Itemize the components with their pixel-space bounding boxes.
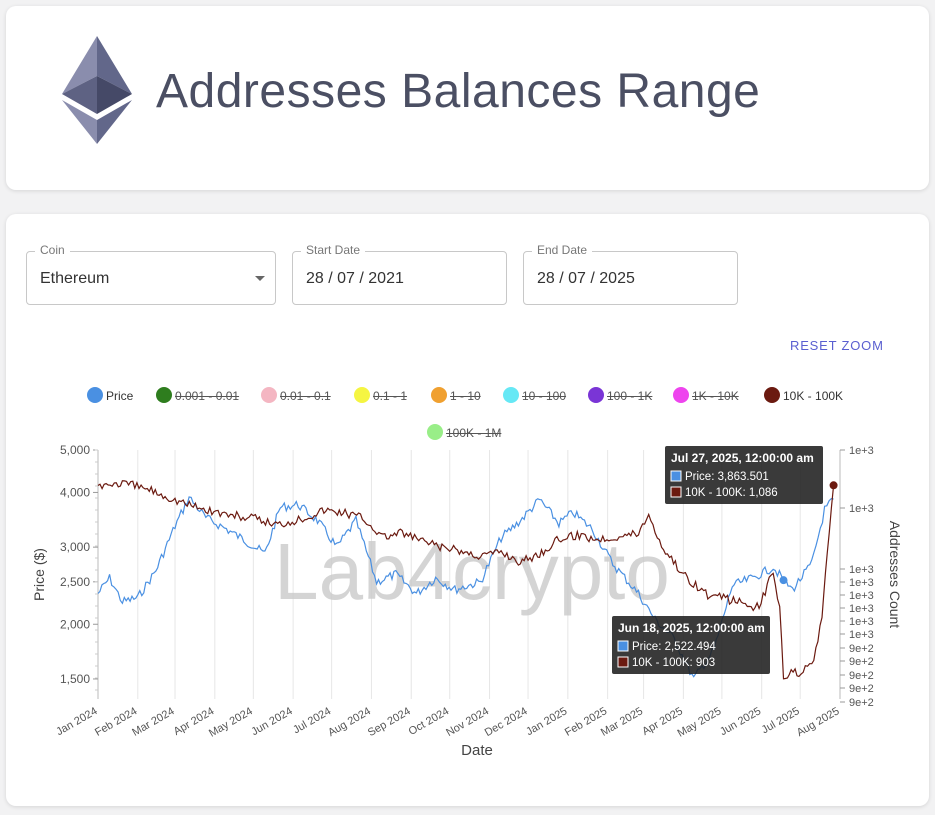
- y-axis-right-title: Addresses Count: [887, 521, 903, 629]
- y-left-tick-label: 5,000: [60, 443, 90, 457]
- x-tick-label: Aug 2024: [326, 705, 373, 739]
- legend-dot: [354, 387, 370, 403]
- x-tick-label: Oct 2024: [407, 705, 452, 738]
- legend-label: 1K - 10K: [692, 389, 739, 403]
- y-axis-left-title: Price ($): [31, 548, 47, 601]
- coin-label: Coin: [35, 243, 70, 257]
- y-left-tick-label: 4,000: [60, 485, 90, 499]
- y-right-tick-label: 1e+3: [849, 577, 874, 589]
- y-right-tick-label: 9e+2: [849, 697, 874, 709]
- coin-value: Ethereum: [40, 270, 110, 287]
- tooltip-series-line: 10K - 100K: 1,086: [685, 487, 778, 499]
- legend-label: 100 - 1K: [607, 389, 653, 403]
- header-card: Addresses Balances Range: [6, 6, 929, 190]
- legend-dot: [764, 387, 780, 403]
- start-date-label: Start Date: [301, 243, 366, 257]
- tooltip-jul-27: Jul 27, 2025, 12:00:00 am Price: 3,863.50…: [665, 446, 823, 504]
- legend-label: 10 - 100: [522, 389, 567, 403]
- x-tick-label: Aug 2025: [795, 705, 842, 739]
- legend-dot: [431, 387, 447, 403]
- y-left-tick-label: 2,000: [60, 617, 90, 631]
- y-right-tick-label: 9e+2: [849, 683, 874, 695]
- y-left-tick-label: 3,000: [60, 540, 90, 554]
- x-tick-label: Nov 2024: [444, 705, 491, 739]
- x-tick-label: Jun 2024: [249, 705, 294, 738]
- tooltip-series-swatch: [617, 656, 629, 668]
- tooltip-box: [612, 616, 770, 674]
- page-title: Addresses Balances Range: [156, 65, 761, 118]
- x-axis-title: Date: [461, 742, 493, 759]
- legend-dot: [156, 387, 172, 403]
- end-date-field[interactable]: End Date 28 / 07 / 2025: [523, 243, 738, 305]
- end-date-value[interactable]: 28 / 07 / 2025: [537, 270, 635, 287]
- legend-dot: [588, 387, 604, 403]
- tooltip-series-swatch: [670, 486, 682, 498]
- chevron-down-icon[interactable]: [255, 276, 265, 281]
- x-tick-label: Jan 2025: [524, 705, 569, 738]
- legend-dot: [87, 387, 103, 403]
- y-right-tick-label: 1e+3: [849, 590, 874, 602]
- series-line-10k-100k: [97, 480, 835, 680]
- tooltip-price-line: Price: 3,863.501: [685, 471, 769, 483]
- y-right-tick-label: 9e+2: [849, 643, 874, 655]
- price-point-marker: [779, 576, 788, 585]
- x-tick-label: May 2024: [207, 705, 255, 740]
- start-date-field[interactable]: Start Date 28 / 07 / 2021: [292, 243, 507, 305]
- y-right-tick-label: 1e+3: [849, 603, 874, 615]
- tooltip-price-swatch: [670, 470, 682, 482]
- end-date-label: End Date: [532, 243, 593, 257]
- x-tick-label: Jun 2025: [718, 705, 763, 738]
- x-tick-label: Mar 2024: [130, 705, 176, 739]
- x-tick-label: Jan 2024: [54, 705, 99, 738]
- y-right-tick-label: 1e+3: [849, 564, 874, 576]
- legend-label: 100K - 1M: [446, 426, 502, 440]
- y-right-tick-label: 1e+3: [849, 616, 874, 628]
- coin-select[interactable]: Coin Ethereum: [26, 243, 276, 305]
- x-tick-label: May 2025: [676, 705, 724, 740]
- tooltip-jun-18: Jun 18, 2025, 12:00:00 am Price: 2,522.49…: [612, 616, 770, 674]
- y-left-tick-label: 2,500: [60, 575, 90, 589]
- y-right-tick-label: 1e+3: [849, 503, 874, 515]
- legend-label: 0.01 - 0.1: [280, 389, 331, 403]
- y-right-tick-label: 1e+3: [849, 629, 874, 641]
- ethereum-logo-icon: [62, 36, 132, 144]
- legend-label: 10K - 100K: [783, 389, 844, 403]
- tooltip-title: Jun 18, 2025, 12:00:00 am: [618, 621, 765, 635]
- tooltip-price-swatch: [617, 640, 629, 652]
- legend-dot: [261, 387, 277, 403]
- legend-dot: [427, 424, 443, 440]
- legend-label: 0.001 - 0.01: [175, 389, 240, 403]
- reset-zoom-button[interactable]: RESET ZOOM: [790, 338, 884, 353]
- chart-card: Coin Ethereum Start Date 28 / 07 / 2021 …: [6, 214, 929, 806]
- series-point-marker: [829, 481, 838, 490]
- legend-label: 1 - 10: [450, 389, 481, 403]
- y-right-tick-label: 9e+2: [849, 656, 874, 668]
- x-tick-label: Sep 2024: [366, 705, 413, 739]
- start-date-value[interactable]: 28 / 07 / 2021: [306, 270, 404, 287]
- legend-dot: [503, 387, 519, 403]
- tooltip-title: Jul 27, 2025, 12:00:00 am: [671, 451, 814, 465]
- legend-label: 0.1 - 1: [373, 389, 408, 403]
- tooltip-series-line: 10K - 100K: 903: [632, 657, 715, 669]
- y-right-tick-label: 1e+3: [849, 445, 874, 457]
- legend-label: Price: [106, 389, 134, 403]
- y-right-tick-label: 9e+2: [849, 670, 874, 682]
- y-left-tick-label: 1,500: [60, 672, 90, 686]
- tooltip-box: [665, 446, 823, 504]
- legend-dot: [673, 387, 689, 403]
- x-tick-label: Dec 2024: [483, 705, 530, 739]
- tooltip-price-line: Price: 2,522.494: [632, 641, 716, 653]
